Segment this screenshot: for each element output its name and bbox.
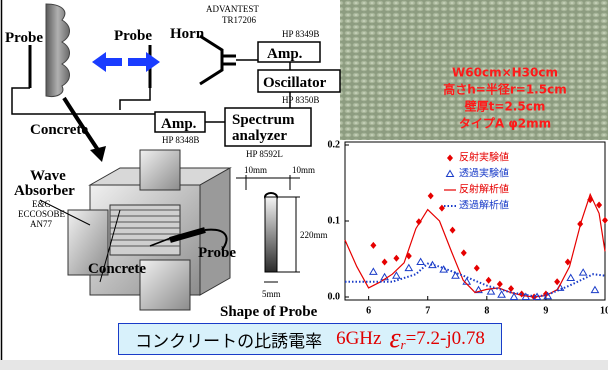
bottom-strip: [0, 360, 608, 370]
legend-label: 透過実験値: [459, 166, 509, 179]
label: Probe: [114, 28, 152, 44]
y-tick-label: 0.0: [328, 291, 341, 302]
label: Wave: [30, 168, 66, 184]
label: ECCOSOBE: [18, 209, 66, 219]
photo-text: W60cm×H30cm: [452, 66, 558, 80]
label: Absorber: [14, 183, 75, 199]
label: HP 8350B: [282, 95, 319, 105]
x-tick-label: 6: [366, 305, 371, 316]
x-tick-label: 10: [600, 305, 608, 316]
y-tick-label: 0.1: [328, 215, 341, 226]
label: E&C: [32, 199, 51, 209]
label: Probe: [198, 245, 236, 261]
label: 220mm: [300, 230, 328, 240]
label: 10mm: [292, 165, 315, 175]
caption-subscript: r: [401, 337, 406, 353]
caption-value: =7.2-j0.78: [406, 328, 485, 350]
caption-symbol: ε: [389, 329, 400, 349]
photo-text: タイプA φ2mm: [459, 116, 551, 131]
label: 10mm: [244, 165, 267, 175]
x-tick-label: 8: [484, 305, 489, 316]
label: Oscillator: [263, 75, 327, 91]
caption-frequency: 6GHz: [336, 328, 381, 350]
legend-label: 反射解析値: [459, 182, 509, 195]
label: Spectrum: [232, 112, 295, 128]
label: AN77: [30, 219, 52, 229]
caption-box: コンクリートの比誘電率 6GHz ε r =7.2-j0.78: [118, 323, 502, 355]
label: HP 8592L: [246, 149, 283, 159]
cable: [12, 88, 155, 114]
horn-shape: [200, 36, 236, 84]
label: HP 8348B: [162, 135, 199, 145]
pointer-arrow-head: [90, 146, 106, 162]
concrete-wall: [46, 4, 70, 97]
legend-label: 透過解析値: [459, 198, 509, 211]
label: HP 8349B: [282, 29, 319, 39]
probe-shape: [236, 175, 300, 282]
label: ADVANTEST: [206, 4, 259, 14]
x-tick-label: 7: [425, 305, 430, 316]
label: analyzer: [232, 128, 287, 144]
cable: [120, 88, 150, 110]
label: Shape of Probe: [220, 304, 318, 320]
legend-label: 反射実験値: [459, 150, 509, 163]
label: Probe: [5, 30, 43, 46]
slide-canvas: Probe Probe Horn ADVANTEST TR17206 Amp. …: [0, 0, 608, 370]
caption-label: コンクリートの比誘電率: [135, 327, 322, 352]
absorber-assembly: [40, 150, 230, 310]
slide: Probe Probe Horn ADVANTEST TR17206 Amp. …: [0, 0, 608, 370]
plot-area: [345, 142, 605, 300]
label: Concrete: [88, 261, 146, 277]
label: Horn: [170, 26, 205, 42]
x-tick-label: 9: [543, 305, 548, 316]
label: TR17206: [222, 15, 257, 25]
label: Amp.: [161, 116, 197, 132]
label: Amp.: [267, 46, 303, 62]
photo-text: 高さh=半径r=1.5cm: [443, 82, 566, 97]
label: Concrete: [30, 122, 88, 138]
label: 5mm: [262, 289, 281, 299]
arrow-left: [92, 52, 122, 72]
arrow-right: [128, 52, 160, 72]
y-tick-label: 0.2: [328, 139, 341, 150]
photo-text: 壁厚t=2.5cm: [464, 99, 546, 114]
